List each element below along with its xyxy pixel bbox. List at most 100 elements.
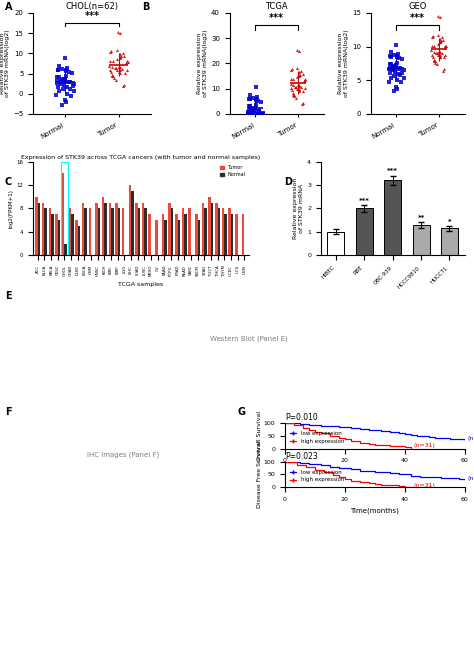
low expression	[336, 423, 342, 431]
Bar	[95, 202, 98, 255]
Text: C: C	[5, 177, 12, 187]
Bar	[98, 208, 100, 255]
Point	[292, 81, 300, 92]
low expression	[297, 420, 302, 428]
Y-axis label: Relative expression
of STK39 mRNA(log2): Relative expression of STK39 mRNA(log2)	[338, 30, 349, 97]
Point	[441, 42, 448, 53]
Title: GEO: GEO	[409, 2, 427, 11]
Bar	[111, 208, 114, 255]
Point	[438, 36, 445, 46]
Point	[247, 106, 255, 116]
low expression	[438, 474, 443, 482]
Point	[57, 79, 65, 89]
Bar	[64, 243, 67, 255]
Point	[400, 65, 407, 75]
Point	[65, 67, 73, 77]
Bar	[441, 228, 458, 255]
Point	[396, 64, 403, 74]
Bar	[202, 202, 204, 255]
Point	[386, 62, 393, 73]
high expression	[327, 432, 333, 439]
Point	[255, 106, 263, 116]
low expression	[372, 468, 377, 476]
Point	[440, 52, 447, 62]
Point	[53, 72, 61, 82]
Point	[293, 83, 301, 93]
Bar	[198, 220, 200, 255]
Point	[390, 86, 398, 96]
Point	[256, 109, 264, 119]
Point	[110, 73, 118, 84]
Point	[58, 99, 66, 110]
low expression	[447, 474, 452, 482]
low expression	[378, 427, 383, 435]
Point	[63, 89, 71, 99]
Point	[436, 33, 444, 43]
high expression	[342, 435, 347, 443]
Point	[253, 109, 260, 119]
Point	[392, 61, 400, 71]
high expression	[306, 426, 311, 434]
Bar	[188, 208, 191, 255]
low expression	[297, 459, 302, 467]
Bar	[49, 208, 51, 255]
low expression	[417, 472, 422, 480]
low expression	[282, 419, 288, 426]
Bar	[235, 214, 237, 255]
Line: high expression: high expression	[285, 422, 410, 448]
Bar	[89, 208, 91, 255]
Point	[118, 64, 126, 74]
Point	[398, 68, 406, 79]
Bar	[412, 225, 429, 255]
Text: (n=31): (n=31)	[414, 443, 436, 448]
high expression	[387, 442, 392, 450]
Point	[434, 50, 442, 60]
low expression	[396, 471, 401, 478]
Point	[53, 76, 61, 86]
high expression	[402, 443, 408, 451]
high expression	[312, 466, 318, 474]
Point	[295, 80, 302, 91]
Point	[106, 47, 113, 57]
Point	[53, 90, 60, 101]
high expression	[282, 419, 288, 426]
Text: (n=31): (n=31)	[414, 483, 436, 487]
high expression	[330, 471, 336, 479]
Text: **: **	[418, 215, 425, 221]
Point	[394, 49, 401, 60]
Point	[119, 81, 127, 92]
Point	[437, 47, 444, 57]
Point	[430, 56, 438, 66]
Point	[287, 74, 295, 84]
Point	[122, 58, 129, 68]
low expression	[366, 426, 372, 434]
Point	[245, 106, 252, 117]
low expression	[348, 424, 354, 432]
Text: G: G	[237, 408, 245, 417]
Point	[390, 62, 398, 73]
Point	[440, 64, 447, 75]
high expression	[300, 424, 306, 432]
Point	[67, 90, 74, 101]
Point	[61, 77, 69, 88]
Text: F: F	[5, 408, 11, 417]
Point	[113, 54, 121, 64]
Point	[107, 67, 115, 77]
low expression	[306, 460, 311, 468]
Point	[388, 73, 395, 83]
Point	[437, 12, 444, 23]
Y-axis label: Disease Free Survival: Disease Free Survival	[257, 441, 262, 508]
Bar	[384, 180, 401, 255]
Bar	[171, 208, 173, 255]
Point	[289, 90, 297, 100]
Point	[442, 41, 450, 51]
Point	[118, 51, 125, 62]
Point	[439, 66, 447, 76]
low expression	[327, 463, 333, 471]
Bar	[215, 202, 218, 255]
low expression	[387, 428, 392, 436]
low expression	[456, 475, 461, 483]
Point	[295, 85, 302, 95]
Point	[436, 51, 443, 62]
Point	[249, 103, 256, 114]
